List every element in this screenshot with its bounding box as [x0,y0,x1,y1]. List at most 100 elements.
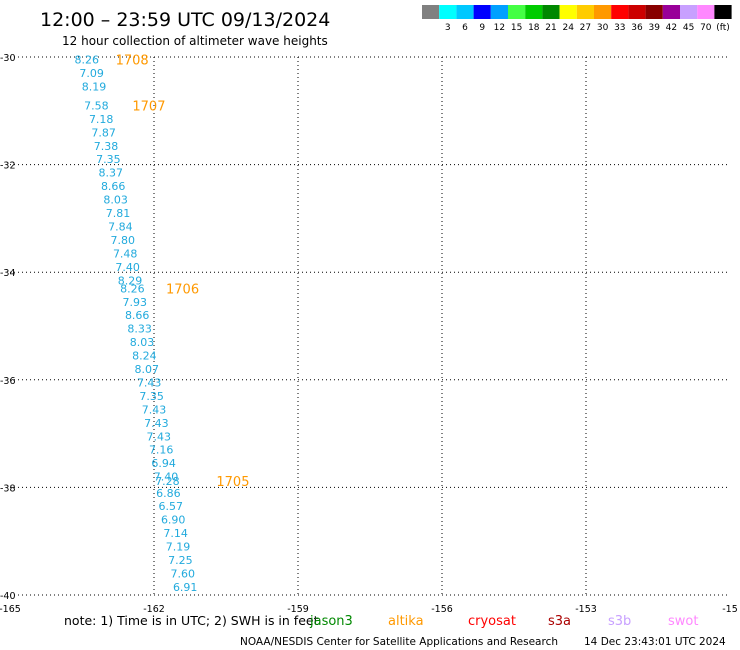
wave-height-value: 8.07 [135,363,160,376]
wave-height-value: 6.91 [173,581,198,594]
wave-height-value: 8.66 [125,309,150,322]
legend-swatch [439,5,457,19]
wave-height-value: 7.60 [171,567,196,580]
legend-swatch [662,5,680,19]
generated-timestamp: 14 Dec 23:43:01 UTC 2024 [584,636,726,648]
map-subtitle: 12 hour collection of altimeter wave hei… [62,34,328,48]
wave-height-value: 8.29 [118,274,143,287]
wave-height-value: 7.43 [144,417,169,430]
wave-height-value: 8.24 [132,350,157,363]
wave-height-value: 8.66 [101,180,126,193]
wave-height-value: 7.09 [79,67,104,80]
wave-height-value: 7.25 [168,554,193,567]
satellite-key: jason3 altika cryosat s3a s3b swot [309,614,698,629]
wave-height-value: 8.26 [75,54,100,67]
wave-height-value: 7.84 [108,220,133,233]
wave-height-value: 7.43 [142,403,167,416]
wave-height-value: 7.48 [113,247,138,260]
legend-swatch [473,5,491,19]
legend-swatch [645,5,663,19]
legend-label: 9 [479,23,485,33]
wave-height-value: 7.58 [84,99,109,112]
wave-height-value: 8.03 [103,194,128,207]
lon-tick-label: -165 [0,604,21,615]
legend-label: 33 [614,23,625,33]
wave-height-value: 7.35 [139,390,164,403]
legend-swatch [576,5,594,19]
wave-height-value: 7.81 [106,207,131,220]
wave-height-value: 7.93 [123,296,148,309]
lat-lon-grid [10,56,730,596]
legend-label: 21 [545,23,556,33]
wave-height-value: 8.19 [82,81,107,94]
satellite-key-jason3: jason3 [309,614,353,629]
map-title: 12:00 – 23:59 UTC 09/13/2024 [40,9,330,31]
wave-height-observations: 8.267.098.197.587.187.877.387.358.378.66… [75,54,198,594]
legend-label: 30 [597,23,609,33]
wave-height-value: 8.33 [127,323,152,336]
footer-note: note: 1) Time is in UTC; 2) SWH is in fe… [64,613,319,628]
credit-line: NOAA/NESDIS Center for Satellite Applica… [240,636,558,648]
satellite-key-altika: altika [388,614,424,629]
wave-height-value: 7.43 [147,430,172,443]
axis-tick-labels: -165 -162 -159 -156 -153 -15 -30 -32 -34 -36 -38 -4… [0,53,738,615]
lon-tick-label: -156 [431,604,453,615]
wave-height-value: 7.80 [111,234,136,247]
wave-height-value: 7.35 [96,153,121,166]
wave-height-value: 7.16 [149,444,174,457]
wave-height-value: 6.90 [161,514,186,527]
satellite-key-cryosat: cryosat [468,614,516,629]
legend-label: 6 [462,23,468,33]
wave-height-value: 6.57 [159,500,184,513]
wave-height-value: 6.86 [156,487,181,500]
legend-label: 24 [562,23,574,33]
wave-height-value: 8.26 [120,282,145,295]
legend-swatch [525,5,543,19]
legend-label: 42 [666,23,677,33]
lat-tick-label: -40 [0,591,16,602]
pass-labels: 1708 1707 1706 1705 [116,54,250,490]
lat-tick-label: -30 [0,53,16,64]
legend-swatch [542,5,560,19]
legend-label: 45 [683,23,694,33]
legend-swatch [714,5,732,19]
wave-height-value: 7.38 [94,140,119,153]
satellite-key-swot: swot [668,614,698,629]
wave-height-value: 7.18 [89,113,114,126]
lat-tick-label: -38 [0,483,16,494]
lat-tick-label: -32 [0,161,16,172]
lat-tick-label: -36 [0,376,16,387]
legend-label: 39 [648,23,660,33]
legend-label: 36 [631,23,643,33]
wave-height-value: 8.37 [99,167,124,180]
legend-swatch [456,5,474,19]
satellite-key-s3a: s3a [548,614,571,629]
wave-height-value: 6.94 [151,457,176,470]
wave-height-value: 8.03 [130,336,155,349]
legend-swatch [594,5,612,19]
lat-tick-label: -34 [0,268,16,279]
lon-tick-label: -153 [575,604,597,615]
pass-label: 1707 [132,99,165,114]
legend-swatch [490,5,508,19]
legend-swatch [611,5,629,19]
pass-label: 1705 [216,475,249,490]
legend-label: 12 [494,23,505,33]
legend-label: 27 [580,23,591,33]
legend-label: (ft) [716,23,730,33]
lon-tick-label: -162 [143,604,165,615]
wave-height-value: 7.43 [137,376,162,389]
legend-swatch [697,5,715,19]
legend-swatch [628,5,646,19]
legend-label: 70 [700,23,712,33]
wave-height-value: 7.14 [163,527,188,540]
legend-swatch [422,5,440,19]
legend-label: 15 [511,23,522,33]
color-legend: 3 6 9 12 15 18 21 24 27 30 33 36 39 42 45 70 (ft) [422,5,732,33]
legend-swatch [508,5,526,19]
legend-label: 18 [528,23,540,33]
wave-height-value: 7.28 [155,475,180,488]
legend-label: 3 [445,23,451,33]
